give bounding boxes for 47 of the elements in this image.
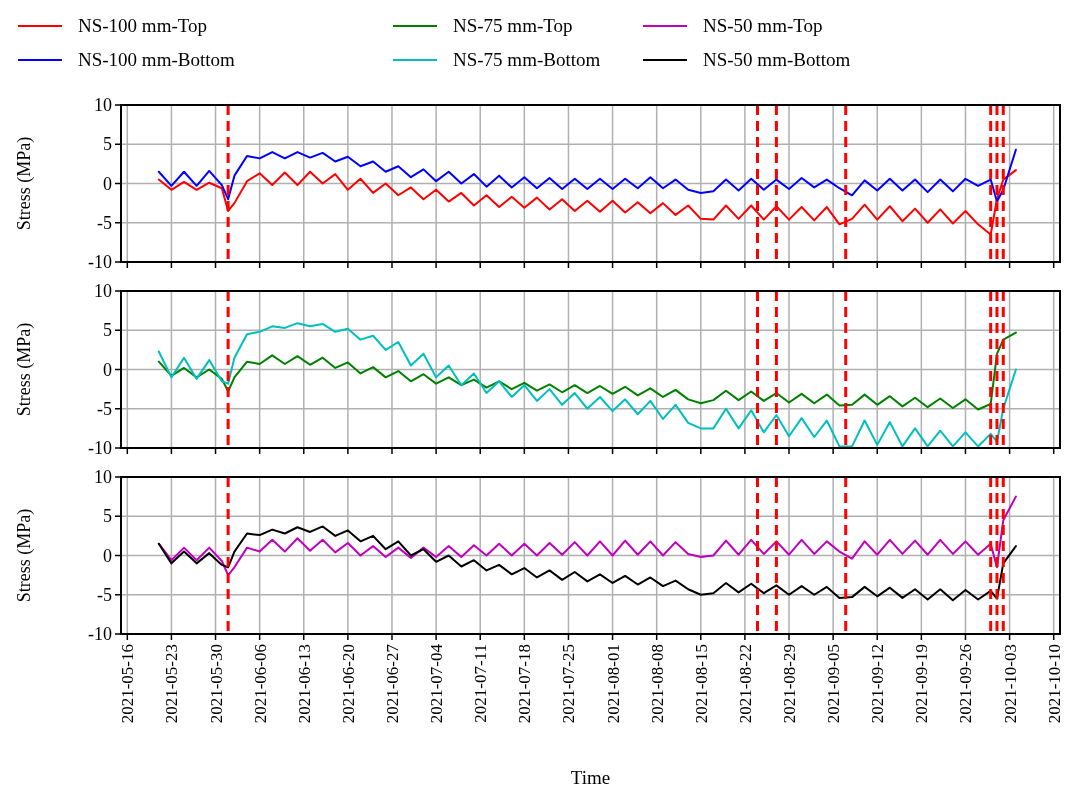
- y-tick-label: 10: [94, 95, 112, 115]
- x-tick-label: 2021-09-26: [956, 644, 976, 724]
- legend-label: NS-100 mm-Bottom: [78, 49, 235, 70]
- x-tick-label: 2021-06-27: [382, 643, 402, 724]
- y-tick-label: -10: [88, 438, 112, 458]
- x-tick-label: 2021-10-03: [1000, 644, 1020, 724]
- y-tick-label: 5: [103, 134, 112, 155]
- x-tick-label: 2021-07-18: [515, 644, 535, 724]
- x-tick-label: 2021-05-16: [118, 644, 138, 724]
- x-tick-label: 2021-05-23: [162, 644, 182, 724]
- y-tick-label: -10: [88, 252, 112, 272]
- y-tick-label: -10: [88, 624, 112, 644]
- y-tick-label: 10: [94, 467, 112, 487]
- x-tick-label: 2021-07-04: [427, 643, 447, 724]
- y-tick-label: 0: [103, 173, 112, 194]
- y-tick-label: 10: [94, 281, 112, 301]
- y-tick-label: 0: [103, 545, 112, 566]
- x-tick-label: 2021-06-06: [250, 644, 270, 724]
- x-tick-label: 2021-08-22: [735, 644, 755, 724]
- x-tick-label: 2021-10-10: [1044, 644, 1064, 724]
- x-tick-label: 2021-09-19: [912, 644, 932, 724]
- y-tick-label: 5: [103, 320, 112, 341]
- legend-label: NS-50 mm-Top: [703, 15, 823, 36]
- y-tick-label: -5: [97, 584, 112, 605]
- x-tick-label: 2021-05-30: [206, 644, 226, 724]
- x-tick-label: 2021-09-05: [824, 644, 844, 724]
- x-tick-label: 2021-06-13: [294, 644, 314, 724]
- y-tick-label: 5: [103, 506, 112, 527]
- y-axis-title: Stress (MPa): [14, 136, 35, 231]
- y-axis-title: Stress (MPa): [14, 322, 35, 417]
- x-tick-label: 2021-08-29: [780, 644, 800, 724]
- y-tick-label: -5: [97, 398, 112, 419]
- y-tick-label: -5: [97, 212, 112, 233]
- y-axis-title: Stress (MPa): [14, 508, 35, 603]
- y-tick-label: 0: [103, 359, 112, 380]
- x-tick-label: 2021-06-20: [338, 644, 358, 724]
- x-tick-label: 2021-08-15: [691, 644, 711, 724]
- x-tick-label: 2021-07-11: [471, 644, 491, 723]
- x-tick-label: 2021-07-25: [559, 644, 579, 724]
- x-axis-title: Time: [570, 767, 611, 788]
- x-tick-label: 2021-09-12: [868, 644, 888, 724]
- x-tick-label: 2021-08-01: [603, 644, 623, 724]
- legend-label: NS-50 mm-Bottom: [703, 49, 851, 70]
- legend-label: NS-75 mm-Top: [453, 15, 573, 36]
- x-tick-label: 2021-08-08: [647, 644, 667, 724]
- legend-label: NS-75 mm-Bottom: [453, 49, 601, 70]
- legend-label: NS-100 mm-Top: [78, 15, 208, 36]
